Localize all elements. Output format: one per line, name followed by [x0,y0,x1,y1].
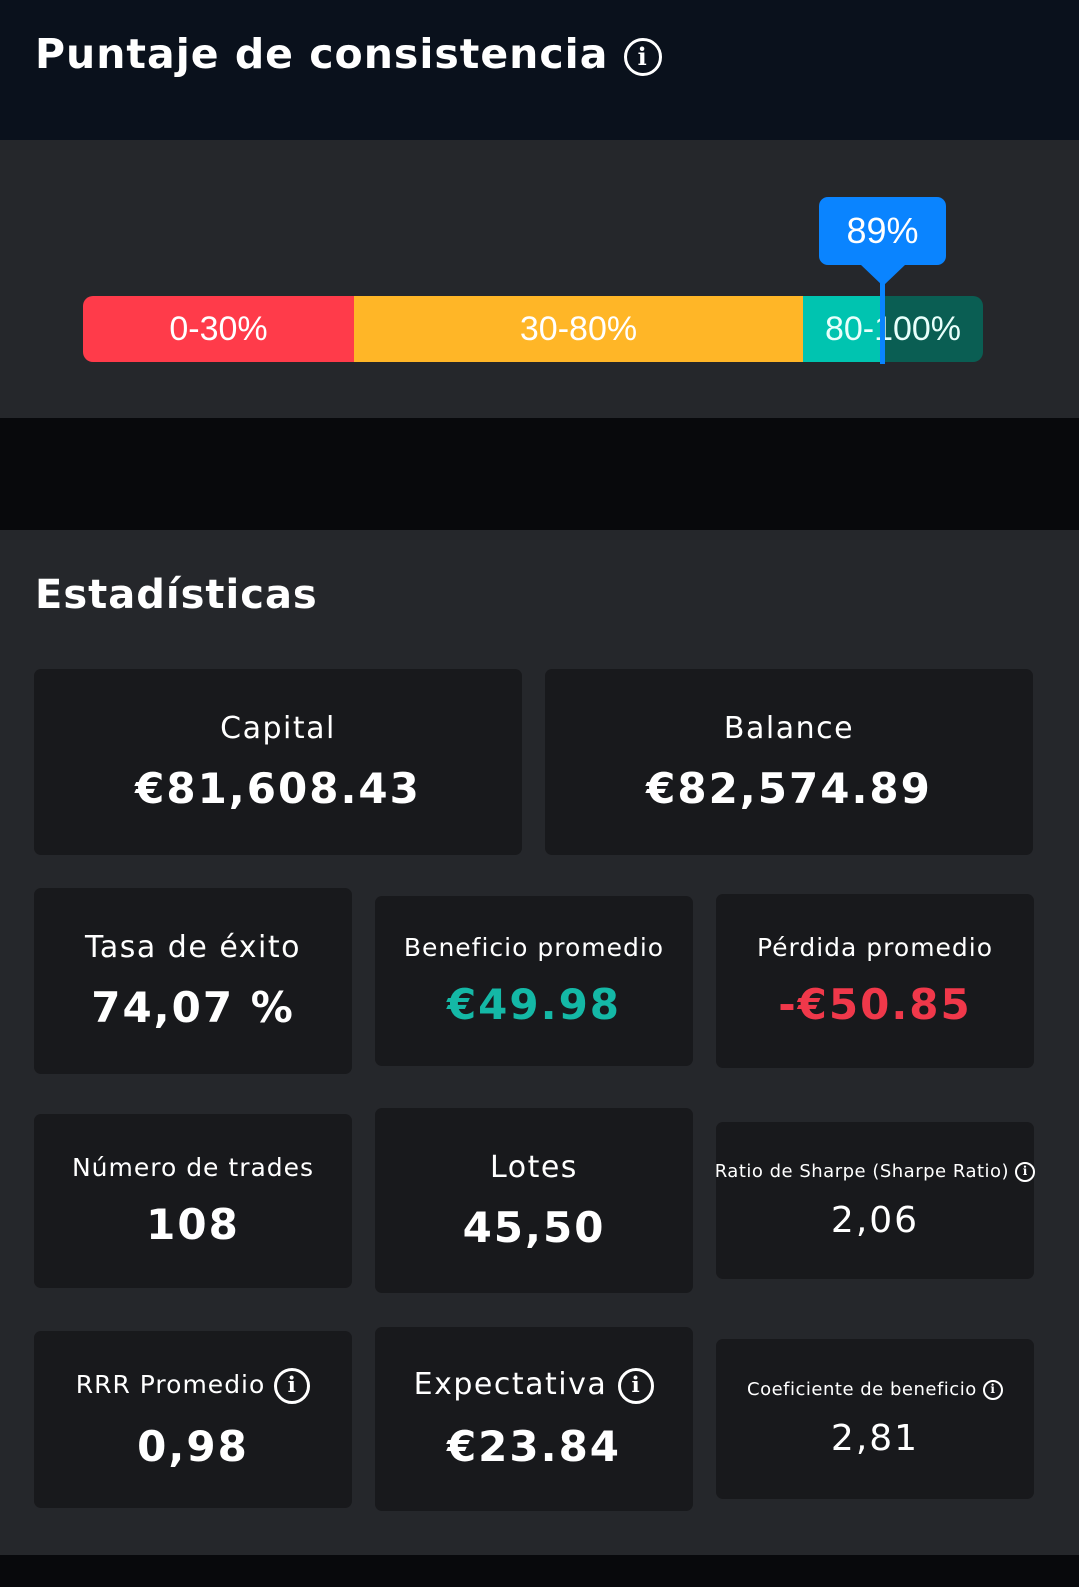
stat-card-avg-profit: Beneficio promedio €49.98 [375,896,693,1066]
stat-value: €81,608.43 [135,764,421,813]
segment-mid: 30-80% [354,296,803,362]
stat-label: Ratio de Sharpe (Sharpe Ratio) i [715,1161,1036,1182]
header: Puntaje de consistencia i [0,0,1079,140]
gauge-marker-pointer [860,264,906,286]
page-title: Puntaje de consistencia i [35,30,662,78]
stat-label: Pérdida promedio [756,933,994,962]
stat-label: Coeficiente de beneficio i [747,1379,1003,1400]
stat-card-win-rate: Tasa de éxito 74,07 % [34,888,352,1074]
segment-low: 0-30% [83,296,354,362]
stat-value: €49.98 [446,980,622,1029]
gauge-marker-line [880,280,885,364]
stat-label: RRR Promedio i [76,1368,311,1404]
stat-value: 0,98 [137,1422,249,1471]
info-icon[interactable]: i [1015,1161,1036,1182]
stat-value: 2,06 [830,1199,920,1241]
stat-label: Beneficio promedio [403,933,665,962]
stat-label: Tasa de éxito [85,930,301,965]
gauge-marker-tooltip: 89% [819,197,946,265]
stat-value: 45,50 [462,1202,606,1252]
stat-label: Lotes [490,1149,578,1185]
segment-high: 80-100% [803,296,983,362]
stat-card-avg-loss: Pérdida promedio -€50.85 [716,894,1034,1068]
info-icon[interactable]: i [274,1368,311,1404]
section-title: Estadísticas [35,572,318,618]
stat-card-sharpe-ratio: Ratio de Sharpe (Sharpe Ratio) i 2,06 [715,1122,1036,1279]
stat-card-lots: Lotes 45,50 [375,1108,693,1293]
stat-card-profit-factor: Coeficiente de beneficio i 2,81 [716,1339,1034,1499]
stat-card-balance: Balance €82,574.89 [545,669,1033,855]
stat-value: -€50.85 [778,980,972,1029]
stat-value: €82,574.89 [646,764,932,813]
stat-label: Número de trades [71,1153,315,1182]
info-icon[interactable]: i [623,38,662,76]
stat-card-trade-count: Número de trades 108 [34,1114,352,1288]
stat-card-capital: Capital €81,608.43 [34,669,522,855]
stat-card-expectancy: Expectativa i €23.84 [375,1327,693,1511]
stat-card-avg-rrr: RRR Promedio i 0,98 [34,1331,352,1508]
stat-label: Capital [220,711,336,746]
info-icon[interactable]: i [982,1380,1003,1400]
stat-value: 108 [146,1200,240,1249]
stat-label: Balance [723,711,855,746]
stat-label: Expectativa i [414,1367,655,1404]
stat-value: 2,81 [830,1418,920,1459]
stat-value: 74,07 % [91,983,295,1032]
consistency-gauge-section [0,140,1079,418]
stat-value: €23.84 [446,1421,622,1471]
info-icon[interactable]: i [618,1367,655,1404]
